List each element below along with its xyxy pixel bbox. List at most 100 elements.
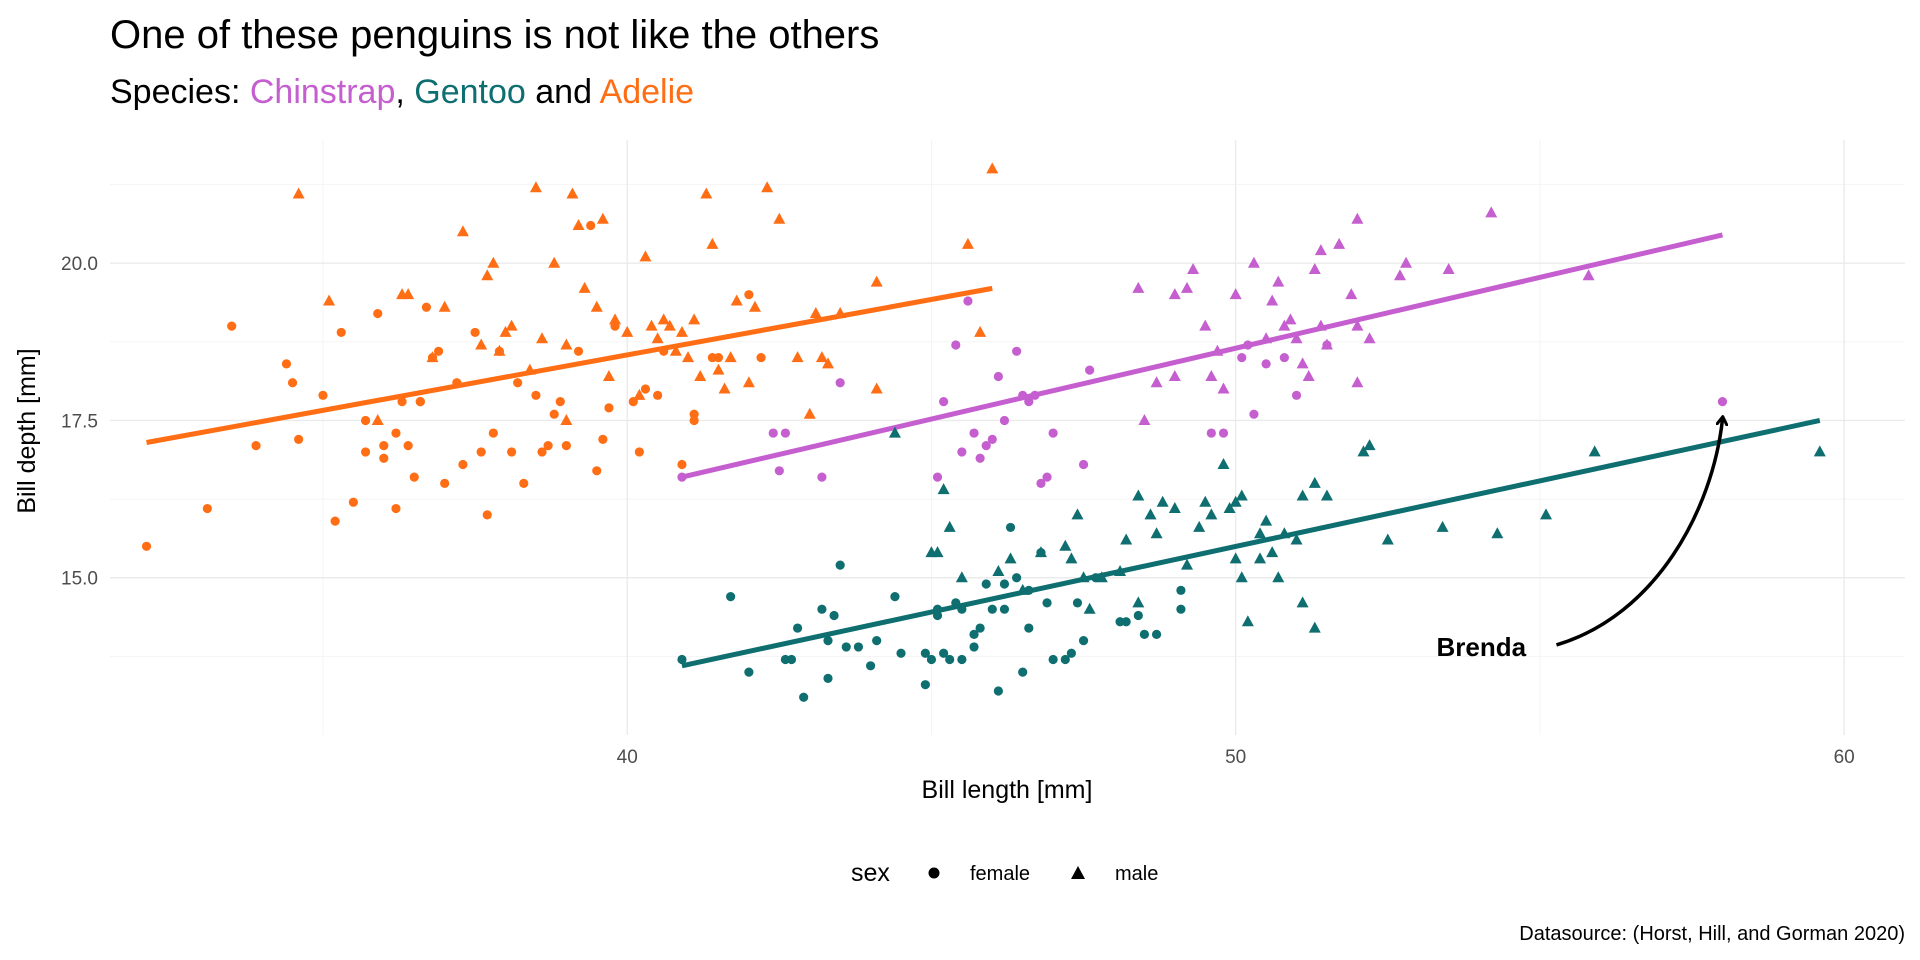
point-chinstrap-female	[975, 453, 985, 463]
point-chinstrap-male	[1266, 294, 1279, 306]
point-gentoo-female	[744, 667, 754, 677]
x-tick-label: 60	[1834, 747, 1855, 768]
data-points	[141, 162, 1826, 702]
point-adelie-female	[689, 415, 699, 426]
x-tick-label: 40	[617, 747, 638, 768]
legend-title: sex	[851, 859, 890, 887]
point-adelie-male	[609, 313, 622, 325]
point-adelie-female	[227, 321, 237, 331]
trend-line-adelie	[146, 285, 993, 445]
point-adelie-female	[318, 390, 328, 400]
point-gentoo-female	[780, 654, 791, 665]
point-gentoo-male	[888, 426, 901, 438]
x-axis-ticks: 40 50 60	[617, 747, 1855, 768]
trend-lines	[146, 232, 1821, 669]
point-adelie-female	[403, 441, 413, 451]
point-adelie-male	[791, 351, 804, 363]
point-gentoo-female	[1078, 636, 1089, 646]
point-gentoo-female	[726, 592, 736, 602]
point-chinstrap-male	[1138, 413, 1151, 425]
point-gentoo-female	[920, 680, 930, 690]
point-chinstrap-female	[957, 447, 967, 457]
point-adelie-female	[689, 409, 699, 419]
point-gentoo-female	[957, 604, 967, 614]
point-adelie-male	[323, 294, 336, 306]
legend: sex female male	[851, 859, 1158, 887]
point-adelie-female	[409, 472, 419, 482]
point-gentoo-male	[1260, 514, 1273, 526]
point-adelie-male	[596, 212, 609, 224]
point-gentoo-female	[853, 642, 864, 652]
point-adelie-female	[640, 384, 651, 394]
point-gentoo-male	[1540, 508, 1552, 520]
point-adelie-male	[529, 181, 542, 193]
point-adelie-male	[706, 237, 719, 249]
point-gentoo-male	[955, 571, 968, 583]
point-chinstrap-female	[993, 371, 1003, 382]
point-adelie-male	[688, 313, 701, 325]
subtitle-species-adelie: Adelie	[600, 73, 695, 111]
point-chinstrap-male	[1284, 313, 1297, 325]
point-gentoo-female	[1042, 598, 1052, 608]
point-chinstrap-female	[999, 415, 1010, 426]
point-adelie-male	[560, 413, 573, 425]
point-adelie-male	[961, 237, 974, 249]
subtitle-species-chinstrap: Chinstrap	[250, 73, 396, 111]
point-chinstrap-female	[1279, 352, 1289, 363]
point-gentoo-male	[1357, 445, 1370, 457]
point-adelie-female	[440, 478, 450, 488]
point-adelie-female	[592, 466, 602, 476]
point-adelie-female	[513, 378, 523, 388]
point-chinstrap-male	[1320, 338, 1333, 350]
point-adelie-female	[482, 510, 492, 520]
point-gentoo-female	[969, 629, 979, 639]
point-gentoo-female	[1176, 604, 1186, 614]
point-adelie-female	[415, 397, 425, 407]
point-adelie-male	[669, 344, 682, 356]
point-adelie-male	[590, 300, 603, 312]
point-gentoo-male	[1491, 527, 1504, 539]
point-chinstrap-male	[1351, 212, 1364, 224]
point-gentoo-male	[1193, 520, 1206, 532]
point-gentoo-female	[1018, 667, 1028, 677]
point-chinstrap-female	[969, 428, 979, 438]
point-chinstrap-female	[939, 397, 949, 407]
point-adelie-male	[523, 363, 536, 375]
point-adelie-female	[141, 541, 152, 551]
point-adelie-male	[438, 300, 451, 312]
point-chinstrap-female	[1249, 409, 1259, 419]
point-chinstrap-male	[1485, 206, 1498, 218]
point-chinstrap-male	[1211, 344, 1224, 356]
point-adelie-male	[694, 369, 707, 381]
chart-subtitle: Species: Chinstrap, Gentoo and Adelie	[110, 73, 694, 111]
y-axis-ticks: 15.0 17.5 20.0	[61, 254, 98, 590]
point-chinstrap-male	[1314, 319, 1327, 331]
point-gentoo-male	[1588, 445, 1601, 457]
point-chinstrap-male	[1168, 369, 1181, 381]
point-gentoo-male	[1266, 546, 1279, 558]
point-gentoo-female	[969, 642, 979, 652]
point-gentoo-female	[1048, 654, 1058, 665]
annotation: Brenda	[1436, 420, 1722, 662]
point-chinstrap-female	[1218, 428, 1229, 438]
y-tick-label: 17.5	[61, 411, 98, 432]
point-gentoo-male	[1296, 489, 1309, 501]
point-adelie-male	[718, 382, 731, 394]
point-gentoo-male	[1004, 552, 1017, 564]
point-chinstrap-male	[1150, 376, 1163, 388]
point-gentoo-male	[1308, 476, 1321, 488]
point-adelie-male	[712, 363, 725, 375]
point-gentoo-male	[1241, 615, 1254, 627]
point-gentoo-female	[829, 610, 839, 621]
point-gentoo-male	[1290, 533, 1303, 545]
point-gentoo-male	[1132, 596, 1145, 608]
point-gentoo-female	[1024, 623, 1034, 633]
point-gentoo-male	[1156, 495, 1169, 507]
point-gentoo-female	[896, 648, 906, 658]
point-gentoo-male	[1296, 596, 1309, 608]
point-gentoo-female	[799, 692, 809, 702]
point-chinstrap-male	[1582, 269, 1595, 281]
point-adelie-female	[348, 497, 358, 507]
point-adelie-male	[724, 351, 737, 363]
point-chinstrap-male	[1400, 256, 1413, 268]
